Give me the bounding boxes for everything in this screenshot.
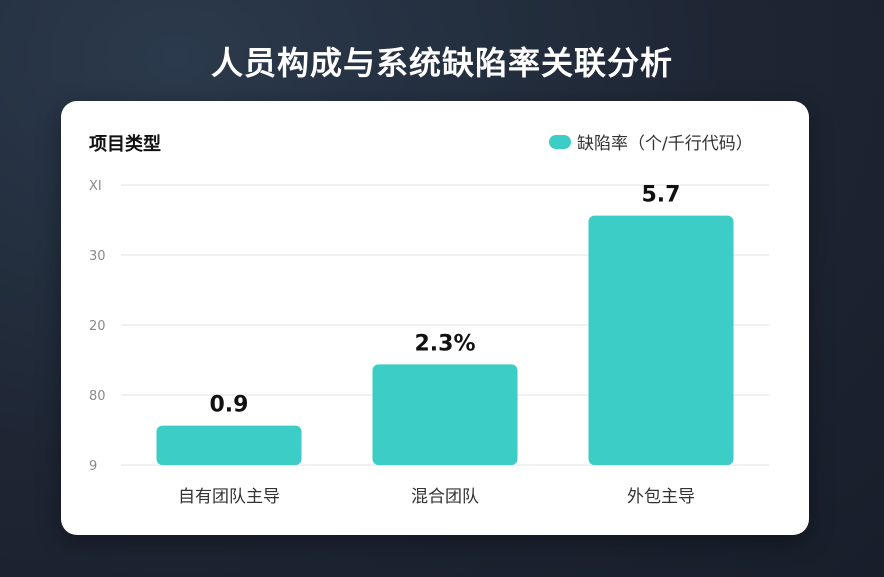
category-label: 自有团队主导 (178, 487, 280, 507)
data-label: 5.7 (642, 183, 681, 208)
category-label: 混合团队 (411, 487, 479, 507)
y-axis-title: 项目类型 (89, 133, 161, 155)
data-label: 2.3% (414, 331, 475, 356)
page-title: 人员构成与系统缺陷率关联分析 (210, 44, 673, 82)
y-tick-label: XI (89, 179, 102, 194)
bar (372, 364, 518, 465)
y-axis-ticks: 9 80 20 30 XI (89, 179, 106, 474)
category-label: 外包主导 (627, 487, 695, 507)
y-tick-label: 20 (89, 319, 106, 334)
bars (156, 215, 734, 465)
data-labels: 0.9 2.3% 5.7 (210, 183, 681, 418)
bar (588, 215, 734, 465)
legend-label: 缺陷率（个/千行代码） (577, 134, 753, 154)
legend-swatch (549, 135, 571, 149)
chart-card: 9 80 20 30 XI 0.9 2.3% 5.7 自有团队主导 混合团队 外包主导 项目类型… (61, 101, 809, 535)
y-tick-label: 80 (89, 389, 106, 404)
bar (156, 425, 302, 465)
x-axis-categories: 自有团队主导 混合团队 外包主导 (178, 487, 695, 507)
data-label: 0.9 (210, 393, 249, 418)
y-tick-label: 9 (89, 459, 97, 474)
bar-chart: 9 80 20 30 XI 0.9 2.3% 5.7 自有团队主导 混合团队 外包主导 项目类型… (89, 133, 769, 507)
y-tick-label: 30 (89, 249, 106, 264)
